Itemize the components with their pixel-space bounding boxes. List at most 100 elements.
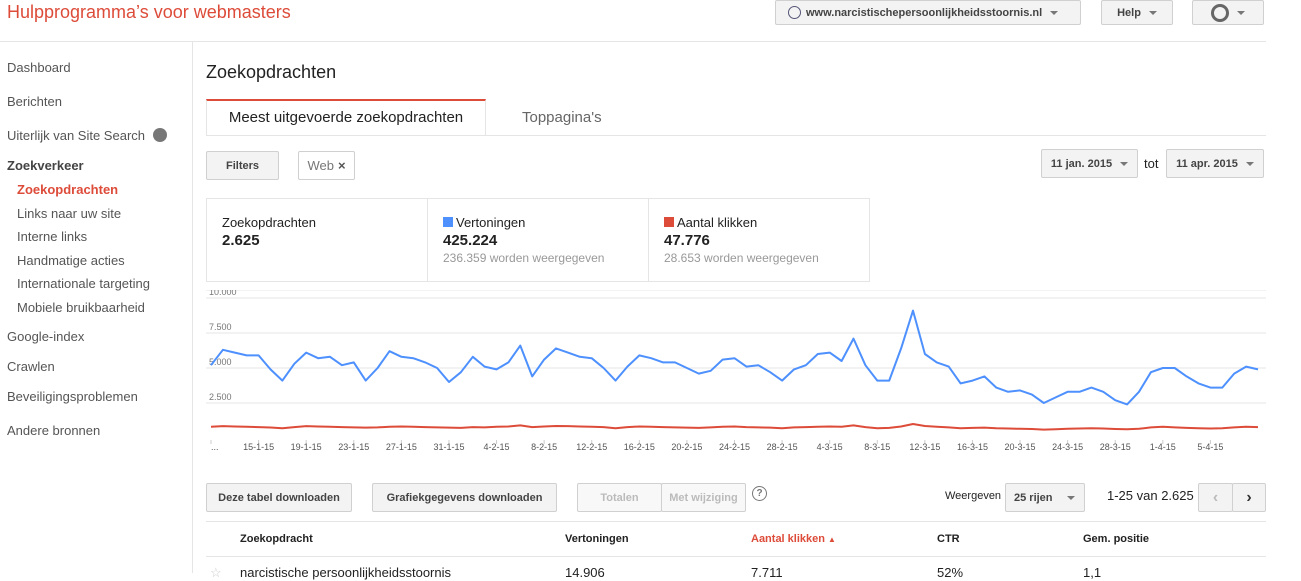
column-header[interactable]: Gem. positie — [1083, 533, 1150, 545]
stat-sub: 28.653 worden weergegeven — [664, 251, 819, 265]
series-line — [210, 309, 1259, 406]
settings-button[interactable] — [1192, 0, 1264, 25]
x-tick-label: 5-4-15 — [1197, 442, 1223, 452]
nav-item[interactable]: Google-index — [7, 329, 85, 344]
app-title: Hulpprogramma’s voor webmasters — [7, 2, 291, 22]
x-tick-label: 16-2-15 — [624, 442, 655, 452]
download-chart[interactable]: Grafiekgegevens downloaden — [372, 483, 557, 512]
legend-swatch — [443, 217, 453, 227]
stats-divider — [648, 198, 649, 282]
x-tick-label: 23-1-15 — [338, 442, 369, 452]
x-tick-label: 1-4-15 — [1150, 442, 1176, 452]
legend-label: Vertoningen — [456, 215, 526, 230]
nav-item[interactable]: Dashboard — [7, 60, 71, 75]
table-top — [206, 521, 1266, 522]
gear — [1211, 3, 1229, 22]
x-tick-label: 12-3-15 — [909, 442, 940, 452]
y-tick-label: 2.500 — [209, 392, 232, 402]
x-tick-label: 8-3-15 — [864, 442, 890, 452]
sidebar-divider — [192, 42, 193, 573]
x-tick-label: 28-3-15 — [1100, 442, 1131, 452]
x-tick-label: 12-2-15 — [576, 442, 607, 452]
caret — [1245, 161, 1254, 166]
tab-divider — [206, 135, 1266, 136]
caret — [1066, 495, 1075, 500]
x-tick-label: 4-3-15 — [817, 442, 843, 452]
y-tick-label: 10.000 — [209, 290, 237, 297]
tab[interactable]: Toppagina's — [522, 109, 602, 126]
stat-value: 2.625 — [222, 232, 260, 249]
column-header[interactable]: Zoekopdracht — [240, 533, 313, 545]
x-tick-label: 24-2-15 — [719, 442, 750, 452]
filter-tag[interactable]: Web × — [298, 151, 355, 180]
globe — [788, 6, 801, 19]
series-line — [210, 423, 1259, 431]
filter-label: Web — [307, 158, 334, 173]
sort-arrow: ▲ — [828, 535, 836, 544]
column-header[interactable]: CTR — [937, 533, 960, 545]
chart: 2.500 5.000 7.500 10.000... 15-1-15 19-1-15 23… — [206, 290, 1266, 452]
nav-sub-item[interactable]: Zoekopdrachten — [17, 182, 119, 197]
stat-sub: 236.359 worden weergegeven — [443, 251, 605, 265]
prev-page[interactable]: ‹ — [1198, 483, 1233, 512]
next-page[interactable]: › — [1232, 483, 1266, 512]
nav-item[interactable]: Berichten — [7, 94, 62, 109]
toggle-changes[interactable]: Met wijziging — [661, 483, 746, 512]
x-tick-label: 20-2-15 — [671, 442, 702, 452]
caret — [1120, 161, 1129, 166]
nav-sub-item[interactable]: Interne links — [17, 229, 88, 244]
stat-label: Vertoningen — [443, 215, 525, 230]
date-label: 11 apr. 2015 — [1176, 157, 1238, 170]
nav-sub-item[interactable]: Mobiele bruikbaarheid — [17, 300, 145, 315]
nav-label: Uiterlijk van Site Search — [7, 128, 145, 143]
date-label: 11 jan. 2015 — [1050, 157, 1113, 170]
nav-item[interactable]: Beveiligingsproblemen — [7, 389, 138, 404]
remove-icon: × — [337, 158, 346, 173]
help-icon[interactable]: ? — [752, 486, 767, 501]
stats-box — [206, 198, 870, 282]
rows-select[interactable]: 25 rijen — [1005, 483, 1085, 512]
stat-value: 425.224 — [443, 232, 498, 249]
nav-sub-item[interactable]: Links naar uw site — [17, 206, 122, 221]
caret — [1148, 10, 1157, 15]
x-tick-label: 24-3-15 — [1052, 442, 1083, 452]
column-header[interactable]: Aantal klikken ▲ — [751, 533, 836, 545]
x-tick-label: 28-2-15 — [767, 442, 798, 452]
caret — [1237, 10, 1245, 15]
date-to[interactable]: 11 apr. 2015 — [1166, 149, 1264, 178]
download-table[interactable]: Deze tabel downloaden — [206, 483, 352, 512]
star[interactable]: ☆ — [210, 565, 222, 580]
site-select[interactable]: www.narcistischepersoonlijkheidsstoornis… — [775, 0, 1081, 25]
date-from[interactable]: 11 jan. 2015 — [1041, 149, 1138, 178]
info-icon — [152, 128, 167, 142]
nav-item[interactable]: Andere bronnen — [7, 423, 101, 438]
nav-item[interactable]: Crawlen — [7, 359, 55, 374]
x-tick-label: 31-1-15 — [433, 442, 464, 452]
x-tick-label: 19-1-15 — [291, 442, 322, 452]
stats-divider — [427, 198, 428, 282]
x-tick-label: 4-2-15 — [484, 442, 510, 452]
help-button[interactable]: Help — [1101, 0, 1173, 25]
caret — [1050, 10, 1059, 15]
filters-button[interactable]: Filters — [206, 151, 279, 180]
legend-swatch — [664, 217, 674, 227]
stat-label: Zoekopdrachten — [222, 215, 316, 230]
toggle-totals[interactable]: Totalen — [577, 483, 662, 512]
column-header[interactable]: Vertoningen — [565, 533, 629, 545]
page-title: Zoekopdrachten — [206, 62, 337, 82]
nav-item[interactable]: Uiterlijk van Site Search — [7, 128, 167, 143]
tab-active[interactable]: Meest uitgevoerde zoekopdrachten — [206, 99, 486, 135]
nav-sub-item[interactable]: Handmatige acties — [17, 253, 125, 268]
stat-value: 47.776 — [664, 232, 710, 249]
range-label: 1-25 van 2.625 — [1107, 488, 1194, 503]
legend-label: Aantal klikken — [677, 215, 758, 230]
site-name: www.narcistischepersoonlijkheidsstoornis… — [806, 6, 1043, 19]
y-tick-label: 5.000 — [209, 357, 232, 367]
column-label: Aantal klikken — [751, 533, 825, 545]
rows-value: 25 rijen — [1014, 491, 1053, 504]
x-tick-label: 27-1-15 — [386, 442, 417, 452]
x-tick-label: ... — [211, 442, 219, 452]
nav-item[interactable]: Zoekverkeer — [7, 158, 84, 173]
nav-sub-item[interactable]: Internationale targeting — [17, 276, 150, 291]
